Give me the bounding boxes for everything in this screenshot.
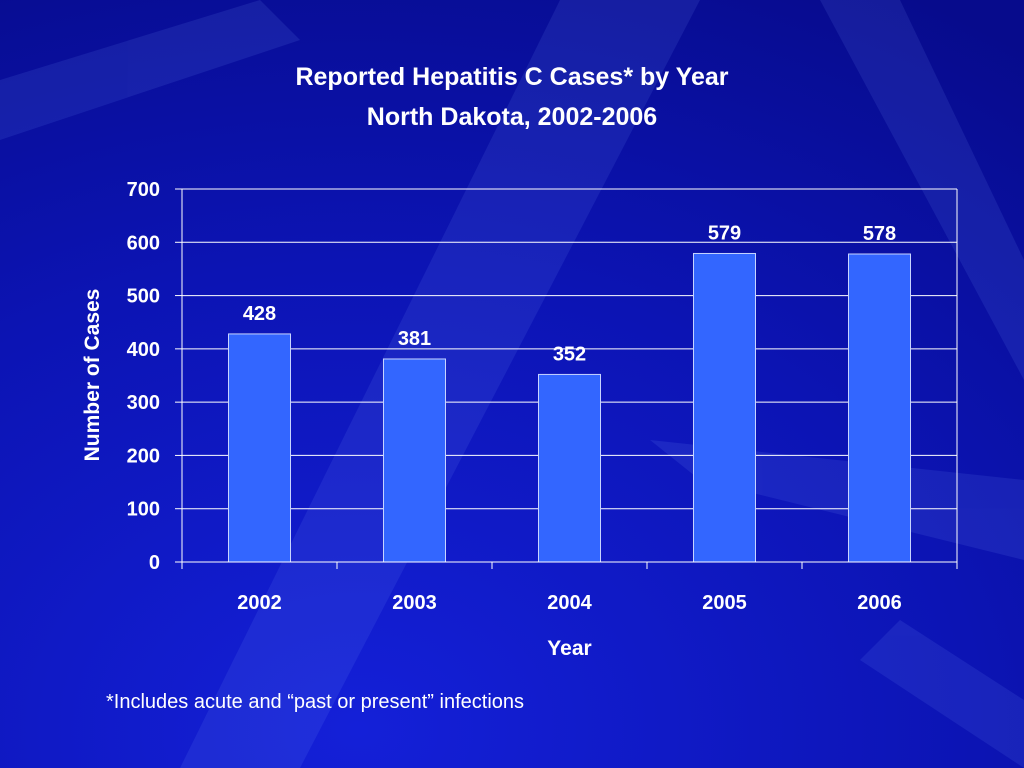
bar	[383, 358, 446, 563]
x-tick-label: 2004	[547, 592, 592, 614]
y-tick-label: 600	[127, 232, 160, 254]
y-tick-label: 0	[149, 552, 160, 574]
y-tick-label: 500	[127, 286, 160, 308]
data-label: 579	[708, 222, 741, 244]
x-tick-label: 2006	[857, 592, 902, 614]
y-axis-title: Number of Cases	[81, 289, 104, 462]
chart-subtitle: North Dakota, 2002-2006	[366, 103, 658, 131]
y-tick-label: 300	[127, 392, 160, 414]
x-tick-label: 2005	[702, 592, 747, 614]
bar	[538, 373, 601, 563]
chart-title: Reported Hepatitis C Cases* by Year	[295, 63, 729, 91]
y-tick-label: 100	[127, 499, 160, 521]
data-label: 428	[243, 303, 276, 325]
y-tick-label: 700	[127, 179, 160, 201]
data-label: 381	[398, 328, 431, 350]
bar	[848, 253, 911, 563]
x-tick-label: 2002	[237, 592, 282, 614]
data-label: 578	[863, 223, 896, 245]
bar	[693, 252, 756, 563]
bar	[228, 333, 291, 563]
x-tick-label: 2003	[392, 592, 437, 614]
x-axis-title: Year	[547, 637, 591, 660]
footnote: *Includes acute and “past or present” in…	[106, 691, 525, 713]
y-tick-label: 200	[127, 445, 160, 467]
data-label: 352	[553, 343, 586, 365]
y-tick-label: 400	[127, 339, 160, 361]
